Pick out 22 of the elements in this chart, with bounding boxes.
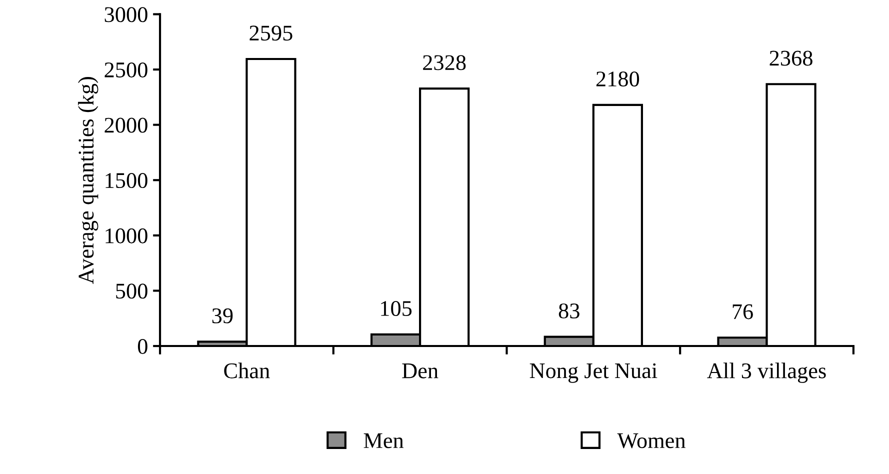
y-tick-label: 3000 (104, 7, 148, 22)
y-axis-title: Average quantities (kg) (78, 77, 98, 284)
data-label: 2368 (770, 50, 812, 66)
data-label: 76 (732, 304, 753, 320)
y-tick-label: 2500 (104, 62, 148, 78)
data-label: 2328 (423, 55, 466, 70)
legend-label: Men (364, 433, 404, 448)
x-tick-label: Den (402, 364, 438, 378)
legend-label: Women (617, 433, 686, 448)
y-tick-label: 1000 (106, 228, 148, 244)
x-tick-label: Chan (224, 362, 270, 378)
y-tick-label: 1500 (106, 173, 148, 188)
data-label: 83 (558, 303, 580, 318)
y-tick-label: 0 (138, 338, 148, 354)
y-tick-label: 500 (116, 284, 148, 299)
x-tick-label: All 3 villages (707, 362, 826, 383)
data-label: 105 (381, 301, 412, 316)
data-label: 39 (212, 308, 233, 324)
y-tick-label: 2000 (104, 118, 148, 133)
data-label: 2180 (596, 72, 640, 87)
data-label: 2595 (250, 26, 292, 41)
x-tick-label: Nong Jet Nuai (530, 363, 658, 383)
